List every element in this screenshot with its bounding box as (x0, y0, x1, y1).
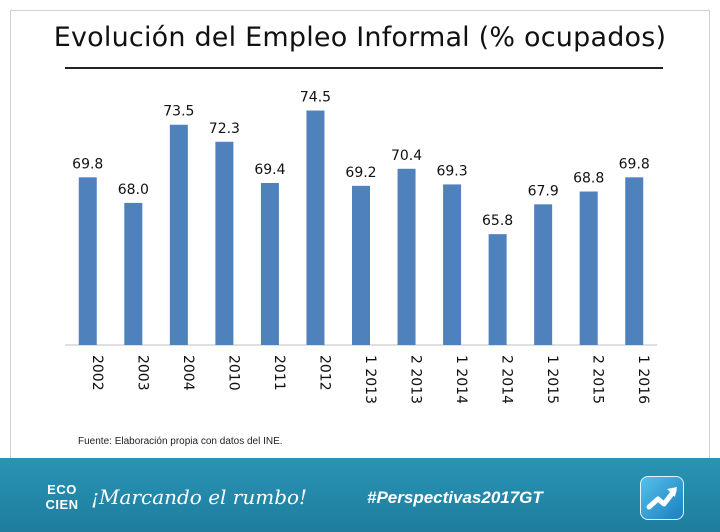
x-tick-label: 2010 (225, 355, 241, 391)
title-underline (65, 67, 663, 69)
data-label: 69.8 (619, 156, 650, 172)
data-label: 68.0 (118, 182, 149, 198)
page-title: Evolución del Empleo Informal (% ocupado… (53, 22, 667, 53)
bar-2003 (124, 202, 143, 345)
x-tick-label: 2011 (271, 355, 287, 391)
bar-2004 (169, 124, 188, 345)
bar-2010 (215, 141, 234, 345)
data-label: 69.4 (254, 162, 285, 178)
data-label: 69.3 (436, 163, 467, 179)
footer-tagline: ¡Marcando el rumbo! (91, 485, 308, 509)
bar-1-2013 (352, 185, 370, 345)
source-note: Fuente: Elaboración propia con datos del… (78, 436, 283, 447)
footer-bar (0, 458, 720, 532)
bar-chart: 69.8 2002 68.0 2003 73.5 2004 72.3 2010 69.4 2011… (65, 90, 657, 404)
x-tick-label: 2003 (134, 355, 150, 391)
x-tick-label: 2004 (180, 355, 196, 391)
data-label: 73.5 (163, 104, 194, 120)
x-tick-label: 2012 (316, 355, 332, 391)
x-tick-label: 1 2015 (544, 355, 560, 404)
data-label: 68.8 (573, 171, 604, 187)
x-tick-label: 1 2016 (635, 355, 651, 404)
ecocien-logo: ECO CIEN (40, 482, 84, 516)
bar-1-2016 (625, 177, 644, 345)
x-tick-label: 2 2015 (590, 355, 606, 404)
data-label: 69.8 (72, 156, 103, 172)
bar-2-2015 (579, 191, 598, 345)
logo-line-2: CIEN (45, 497, 79, 512)
x-tick-label: 2 2014 (499, 355, 515, 404)
trend-up-icon (640, 476, 684, 520)
x-tick-label: 1 2013 (362, 355, 378, 404)
x-tick-label: 2002 (89, 355, 105, 391)
footer-hashtag: #Perspectivas2017GT (367, 488, 543, 507)
bar-1-2014 (443, 184, 462, 345)
bar-2002 (78, 177, 97, 345)
data-label: 67.9 (528, 183, 559, 199)
data-label: 65.8 (482, 213, 513, 229)
data-label: 72.3 (209, 121, 240, 137)
x-tick-label: 2 2013 (408, 355, 424, 404)
data-label: 70.4 (391, 148, 422, 164)
bar-2-2013 (397, 168, 416, 345)
bar-1-2015 (534, 204, 553, 345)
x-tick-label: 1 2014 (453, 355, 469, 404)
bar-2012 (306, 110, 325, 346)
data-label: 69.2 (345, 165, 376, 181)
bar-2011 (260, 183, 279, 345)
logo-line-1: ECO (47, 482, 77, 497)
bar-2-2014 (488, 234, 507, 345)
data-label: 74.5 (300, 90, 331, 106)
